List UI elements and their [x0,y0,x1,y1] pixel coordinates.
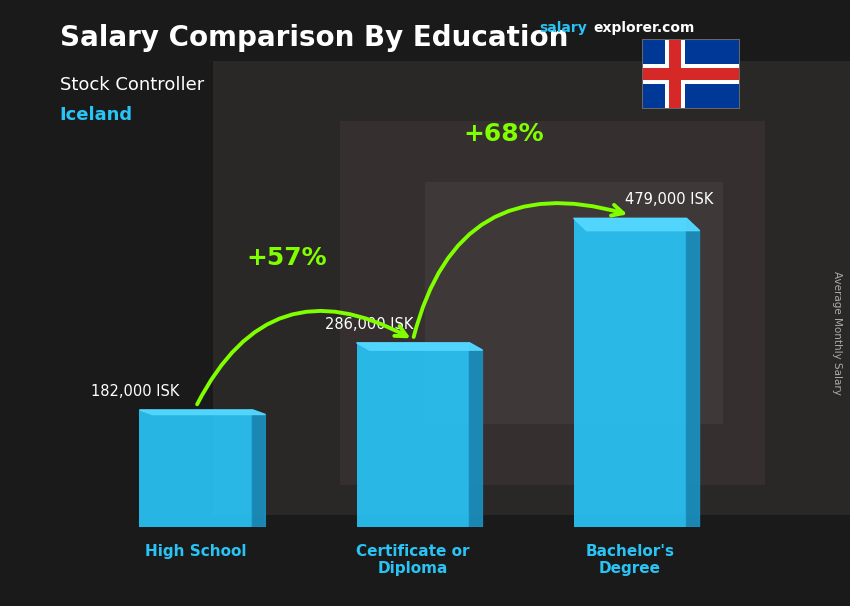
Text: 182,000 ISK: 182,000 ISK [91,384,179,399]
Polygon shape [469,343,483,527]
Polygon shape [356,343,483,350]
Polygon shape [574,218,700,231]
Bar [669,39,681,110]
Polygon shape [687,218,700,527]
FancyBboxPatch shape [139,410,252,527]
Text: Stock Controller: Stock Controller [60,76,204,94]
Polygon shape [252,410,265,527]
Text: +57%: +57% [246,246,327,270]
Bar [340,121,765,485]
Text: salary: salary [540,21,587,35]
Polygon shape [139,410,265,415]
FancyBboxPatch shape [574,218,687,527]
Text: 479,000 ISK: 479,000 ISK [625,193,713,207]
Text: Salary Comparison By Education: Salary Comparison By Education [60,24,568,52]
Bar [212,61,850,515]
Bar [425,182,722,424]
Text: explorer.com: explorer.com [593,21,694,35]
FancyBboxPatch shape [356,343,469,527]
Bar [642,68,740,80]
Text: Iceland: Iceland [60,106,133,124]
Bar [642,64,740,84]
Text: Average Monthly Salary: Average Monthly Salary [832,271,842,395]
Text: 286,000 ISK: 286,000 ISK [326,317,414,332]
Text: +68%: +68% [464,122,545,146]
Bar [666,39,685,110]
